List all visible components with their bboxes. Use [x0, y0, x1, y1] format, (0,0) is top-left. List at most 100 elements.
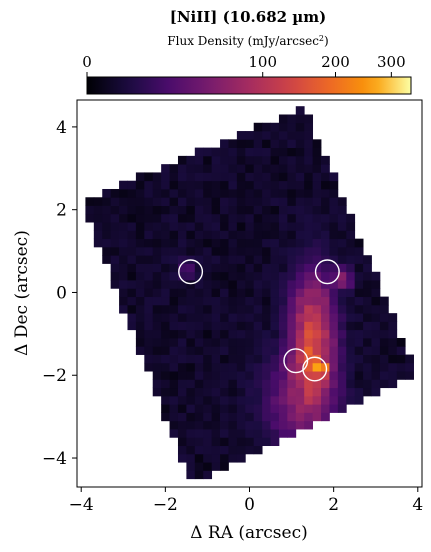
heatmap-cell: [337, 222, 347, 231]
heatmap-cell: [236, 271, 246, 281]
heatmap-cell: [127, 296, 137, 306]
heatmap-cell: [304, 205, 314, 215]
heatmap-cell: [295, 246, 305, 256]
heatmap-cell: [253, 420, 263, 430]
heatmap-cell: [169, 337, 179, 347]
heatmap-cell: [228, 304, 238, 314]
heatmap-cell: [169, 246, 179, 256]
heatmap-cell: [211, 238, 221, 248]
heatmap-cell: [346, 271, 356, 281]
heatmap-cell: [211, 164, 221, 173]
heatmap-cell: [270, 354, 280, 364]
heatmap-cell: [346, 263, 356, 273]
heatmap-cell: [211, 180, 221, 190]
heatmap-cell: [186, 313, 196, 322]
heatmap-cell: [262, 255, 271, 264]
heatmap-cell: [354, 238, 364, 248]
heatmap-cell: [186, 453, 196, 463]
heatmap-cell: [253, 371, 263, 380]
heatmap-cell: [161, 304, 170, 314]
heatmap-cell: [220, 238, 229, 248]
heatmap-cell: [203, 230, 213, 240]
heatmap-cell: [363, 296, 372, 306]
heatmap-cell: [270, 131, 280, 140]
heatmap-cell: [278, 404, 288, 413]
heatmap-cell: [236, 304, 246, 314]
heatmap-cell: [270, 313, 280, 322]
heatmap-cell: [262, 288, 271, 298]
heatmap-cell: [346, 255, 356, 264]
heatmap-cell: [388, 329, 398, 339]
heatmap-cell: [228, 453, 238, 463]
heatmap-cell: [295, 180, 305, 190]
heatmap-cell: [278, 329, 288, 339]
heatmap-cell: [245, 379, 255, 389]
heatmap-cell: [211, 395, 221, 405]
heatmap-cell: [228, 337, 238, 347]
heatmap-cell: [228, 395, 238, 405]
heatmap-cell: [329, 329, 339, 339]
heatmap-cell: [220, 337, 229, 347]
heatmap-cell: [211, 462, 221, 471]
heatmap-cell: [287, 222, 297, 231]
heatmap-cell: [262, 387, 271, 397]
heatmap-cell: [228, 445, 238, 455]
heatmap-cell: [337, 362, 347, 372]
heatmap-cell: [312, 164, 322, 173]
heatmap-cell: [262, 205, 271, 215]
heatmap-cell: [228, 362, 238, 372]
heatmap-cell: [295, 122, 305, 132]
heatmap-cell: [194, 453, 204, 463]
heatmap-cell: [236, 429, 246, 438]
heatmap-cell: [371, 313, 381, 322]
heatmap-cell: [186, 280, 196, 289]
heatmap-cell: [186, 462, 196, 471]
heatmap-cell: [194, 362, 204, 372]
heatmap-cell: [161, 280, 170, 289]
heatmap-cell: [354, 362, 364, 372]
heatmap-cell: [270, 222, 280, 231]
heatmap-cell: [304, 139, 314, 148]
heatmap-cell: [169, 395, 179, 405]
heatmap-cell: [295, 420, 305, 430]
heatmap-cell: [110, 230, 120, 240]
heatmap-cell: [211, 197, 221, 206]
heatmap-cell: [169, 172, 179, 182]
heatmap-cell: [177, 246, 187, 256]
y-tick-label: 4: [56, 118, 67, 138]
heatmap-cell: [337, 346, 347, 355]
heatmap-cell: [169, 321, 179, 331]
heatmap-cell: [194, 296, 204, 306]
heatmap-cell: [169, 213, 179, 223]
heatmap-cell: [262, 180, 271, 190]
heatmap-cell: [177, 420, 187, 430]
heatmap-cell: [295, 222, 305, 231]
heatmap-cell: [262, 296, 271, 306]
heatmap-cell: [321, 354, 330, 364]
heatmap-cell: [186, 304, 196, 314]
heatmap-cell: [245, 437, 255, 447]
heatmap-cell: [177, 412, 187, 422]
heatmap-cell: [220, 172, 229, 182]
heatmap-cell: [287, 280, 297, 289]
heatmap-cell: [144, 296, 154, 306]
heatmap-cell: [110, 246, 120, 256]
heatmap-cell: [194, 329, 204, 339]
heatmap-cell: [270, 213, 280, 223]
heatmap-cell: [245, 429, 255, 438]
heatmap-cell: [177, 155, 187, 165]
heatmap-cell: [220, 404, 229, 413]
heatmap-cell: [287, 263, 297, 273]
heatmap-cell: [278, 429, 288, 438]
heatmap-cell: [203, 329, 213, 339]
heatmap-cell: [396, 362, 406, 372]
heatmap-cell: [262, 222, 271, 231]
heatmap-cell: [379, 304, 389, 314]
heatmap-cell: [329, 271, 339, 281]
heatmap-cell: [304, 155, 314, 165]
heatmap-cell: [236, 395, 246, 405]
heatmap-cell: [312, 346, 322, 355]
heatmap-cell: [278, 271, 288, 281]
heatmap-cell: [135, 205, 145, 215]
heatmap-cell: [152, 188, 162, 198]
